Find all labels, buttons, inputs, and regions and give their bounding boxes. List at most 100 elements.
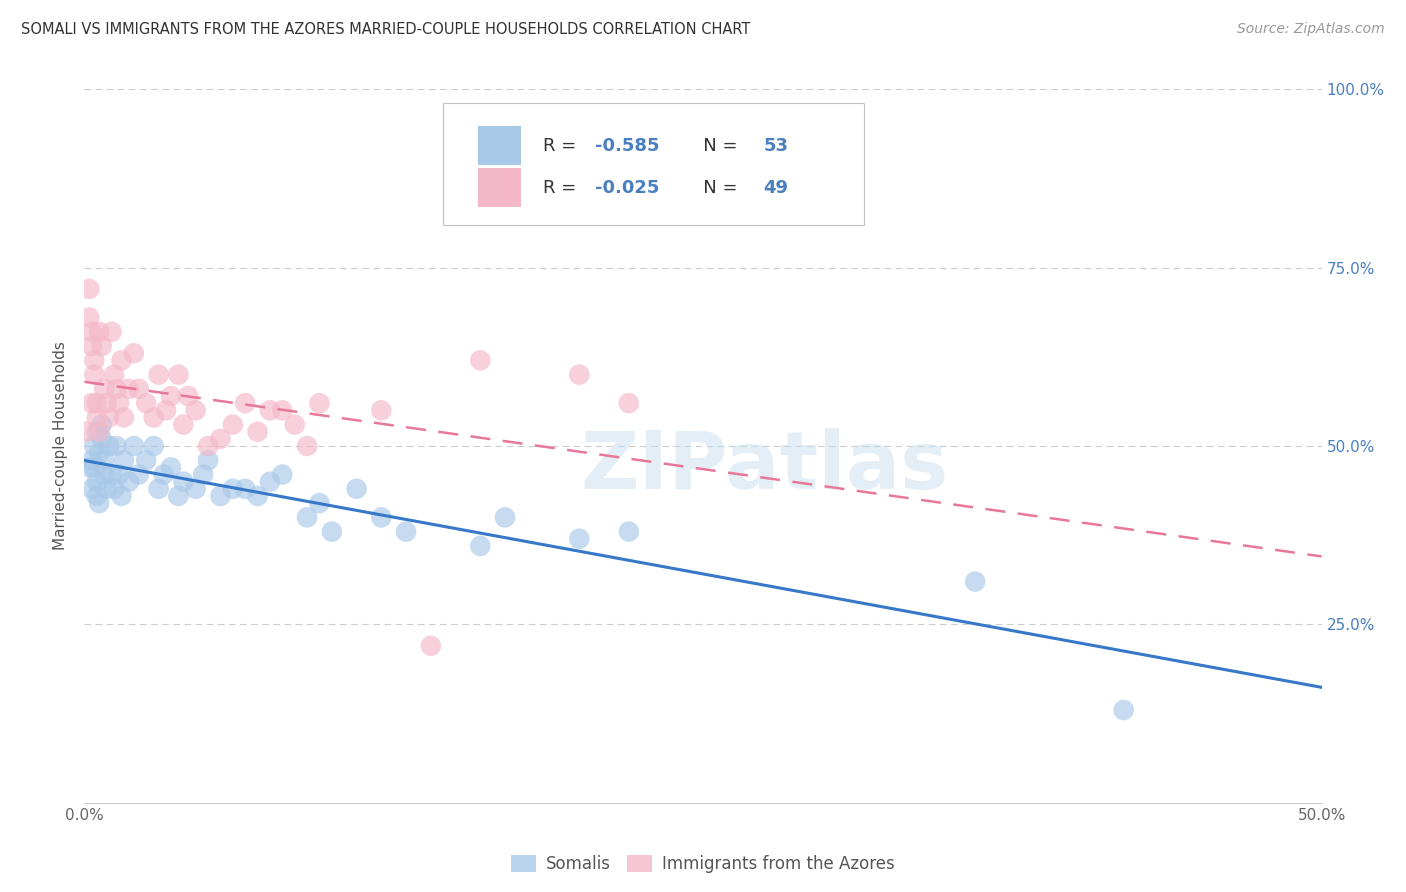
Point (80, 325, 103, 339)
Text: -0.025: -0.025 (595, 178, 659, 197)
Point (108, 467, 131, 482)
Point (568, 532, 591, 546)
Point (172, 475, 194, 489)
Point (135, 453, 157, 467)
Point (128, 467, 150, 482)
Point (112, 453, 135, 467)
Point (135, 396, 157, 410)
Point (79, 282, 101, 296)
Point (103, 368, 125, 382)
Text: -0.585: -0.585 (595, 136, 659, 154)
Point (246, 489, 269, 503)
Point (90, 339, 112, 353)
Point (259, 475, 281, 489)
Point (80, 396, 103, 410)
Point (494, 510, 516, 524)
Point (346, 482, 368, 496)
Point (222, 482, 245, 496)
Point (80, 339, 103, 353)
Point (209, 489, 232, 503)
Point (470, 353, 492, 368)
Text: N =: N = (686, 136, 742, 154)
Point (100, 325, 122, 339)
Point (172, 417, 194, 432)
Point (233, 396, 256, 410)
Point (86, 489, 108, 503)
Point (122, 346, 145, 360)
Point (160, 460, 183, 475)
Legend: Somalis, Immigrants from the Azores: Somalis, Immigrants from the Azores (505, 848, 901, 880)
Point (209, 432, 232, 446)
Text: SOMALI VS IMMIGRANTS FROM THE AZORES MARRIED-COUPLE HOUSEHOLDS CORRELATION CHART: SOMALI VS IMMIGRANTS FROM THE AZORES MAR… (21, 22, 751, 37)
Point (142, 410, 165, 425)
Point (118, 475, 141, 489)
Point (89, 425, 111, 439)
Point (965, 574, 987, 589)
Point (100, 467, 122, 482)
Text: ZIPatlas: ZIPatlas (581, 428, 949, 507)
Text: 53: 53 (763, 136, 789, 154)
Point (89, 496, 111, 510)
Point (321, 524, 343, 539)
Point (90, 417, 112, 432)
Point (83, 353, 105, 368)
Point (86, 475, 108, 489)
Point (98, 410, 121, 425)
Point (83, 368, 105, 382)
Point (112, 410, 135, 425)
Point (308, 396, 330, 410)
Point (76, 425, 98, 439)
Point (96, 396, 118, 410)
Point (79, 460, 101, 475)
Point (89, 325, 111, 339)
Point (80, 453, 103, 467)
Point (86, 410, 108, 425)
Point (184, 403, 207, 417)
Point (152, 467, 174, 482)
Point (271, 467, 294, 482)
Point (295, 510, 318, 524)
Point (155, 403, 177, 417)
Point (167, 368, 190, 382)
Point (222, 417, 245, 432)
Point (79, 310, 101, 325)
Point (93, 453, 115, 467)
Point (122, 439, 145, 453)
Point (80, 482, 103, 496)
Point (83, 460, 105, 475)
FancyBboxPatch shape (443, 103, 863, 225)
Point (86, 425, 108, 439)
FancyBboxPatch shape (478, 126, 522, 165)
Point (197, 453, 219, 467)
FancyBboxPatch shape (478, 168, 522, 207)
Point (184, 482, 207, 496)
Point (110, 489, 132, 503)
Point (271, 403, 294, 417)
Point (83, 439, 105, 453)
Point (395, 524, 418, 539)
Point (370, 403, 392, 417)
Text: Source: ZipAtlas.com: Source: ZipAtlas.com (1237, 22, 1385, 37)
Point (295, 439, 318, 453)
Text: 49: 49 (763, 178, 789, 197)
Point (148, 368, 170, 382)
Point (617, 524, 640, 539)
Point (160, 389, 183, 403)
Point (110, 353, 132, 368)
Point (93, 382, 115, 396)
Point (308, 496, 330, 510)
Point (167, 489, 190, 503)
Point (105, 439, 128, 453)
Point (89, 446, 111, 460)
Point (568, 368, 591, 382)
Point (246, 425, 269, 439)
Point (197, 439, 219, 453)
Text: R =: R = (543, 136, 582, 154)
Point (284, 417, 307, 432)
Point (98, 439, 121, 453)
Point (1112, 703, 1135, 717)
Point (90, 432, 112, 446)
Y-axis label: Married-couple Households: Married-couple Households (53, 342, 69, 550)
Point (259, 403, 281, 417)
Point (233, 482, 256, 496)
